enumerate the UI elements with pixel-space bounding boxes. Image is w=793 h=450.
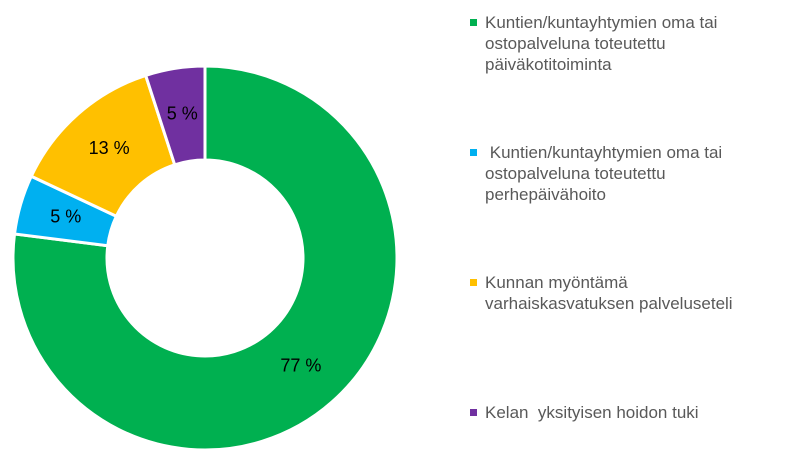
data-label: 13 % bbox=[89, 138, 130, 158]
legend-label: Kuntien/kuntayhtymien oma tai ostopalvel… bbox=[485, 143, 727, 204]
legend-label: Kuntien/kuntayhtymien oma tai ostopalvel… bbox=[485, 13, 723, 74]
donut-segment bbox=[143, 64, 207, 167]
data-label: 5 % bbox=[167, 104, 198, 124]
legend-swatch bbox=[470, 149, 477, 156]
legend-item: Kelan yksityisen hoidon tuki bbox=[470, 402, 770, 423]
legend-swatch bbox=[470, 19, 477, 26]
data-label: 77 % bbox=[280, 356, 321, 376]
donut-segment bbox=[11, 64, 399, 450]
legend-swatch bbox=[470, 409, 477, 416]
donut-chart: 77 % 5 % 13 % 5 % bbox=[11, 64, 399, 450]
legend-item: Kuntien/kuntayhtymien oma tai ostopalvel… bbox=[470, 12, 770, 75]
legend-label: Kelan yksityisen hoidon tuki bbox=[485, 403, 699, 422]
legend-swatch bbox=[470, 279, 477, 286]
legend-item: Kunnan myöntämä varhaiskasvatuksen palve… bbox=[470, 272, 770, 314]
data-label: 5 % bbox=[50, 206, 81, 226]
legend-label: Kunnan myöntämä varhaiskasvatuksen palve… bbox=[485, 273, 733, 313]
legend-item: Kuntien/kuntayhtymien oma tai ostopalvel… bbox=[470, 142, 770, 205]
